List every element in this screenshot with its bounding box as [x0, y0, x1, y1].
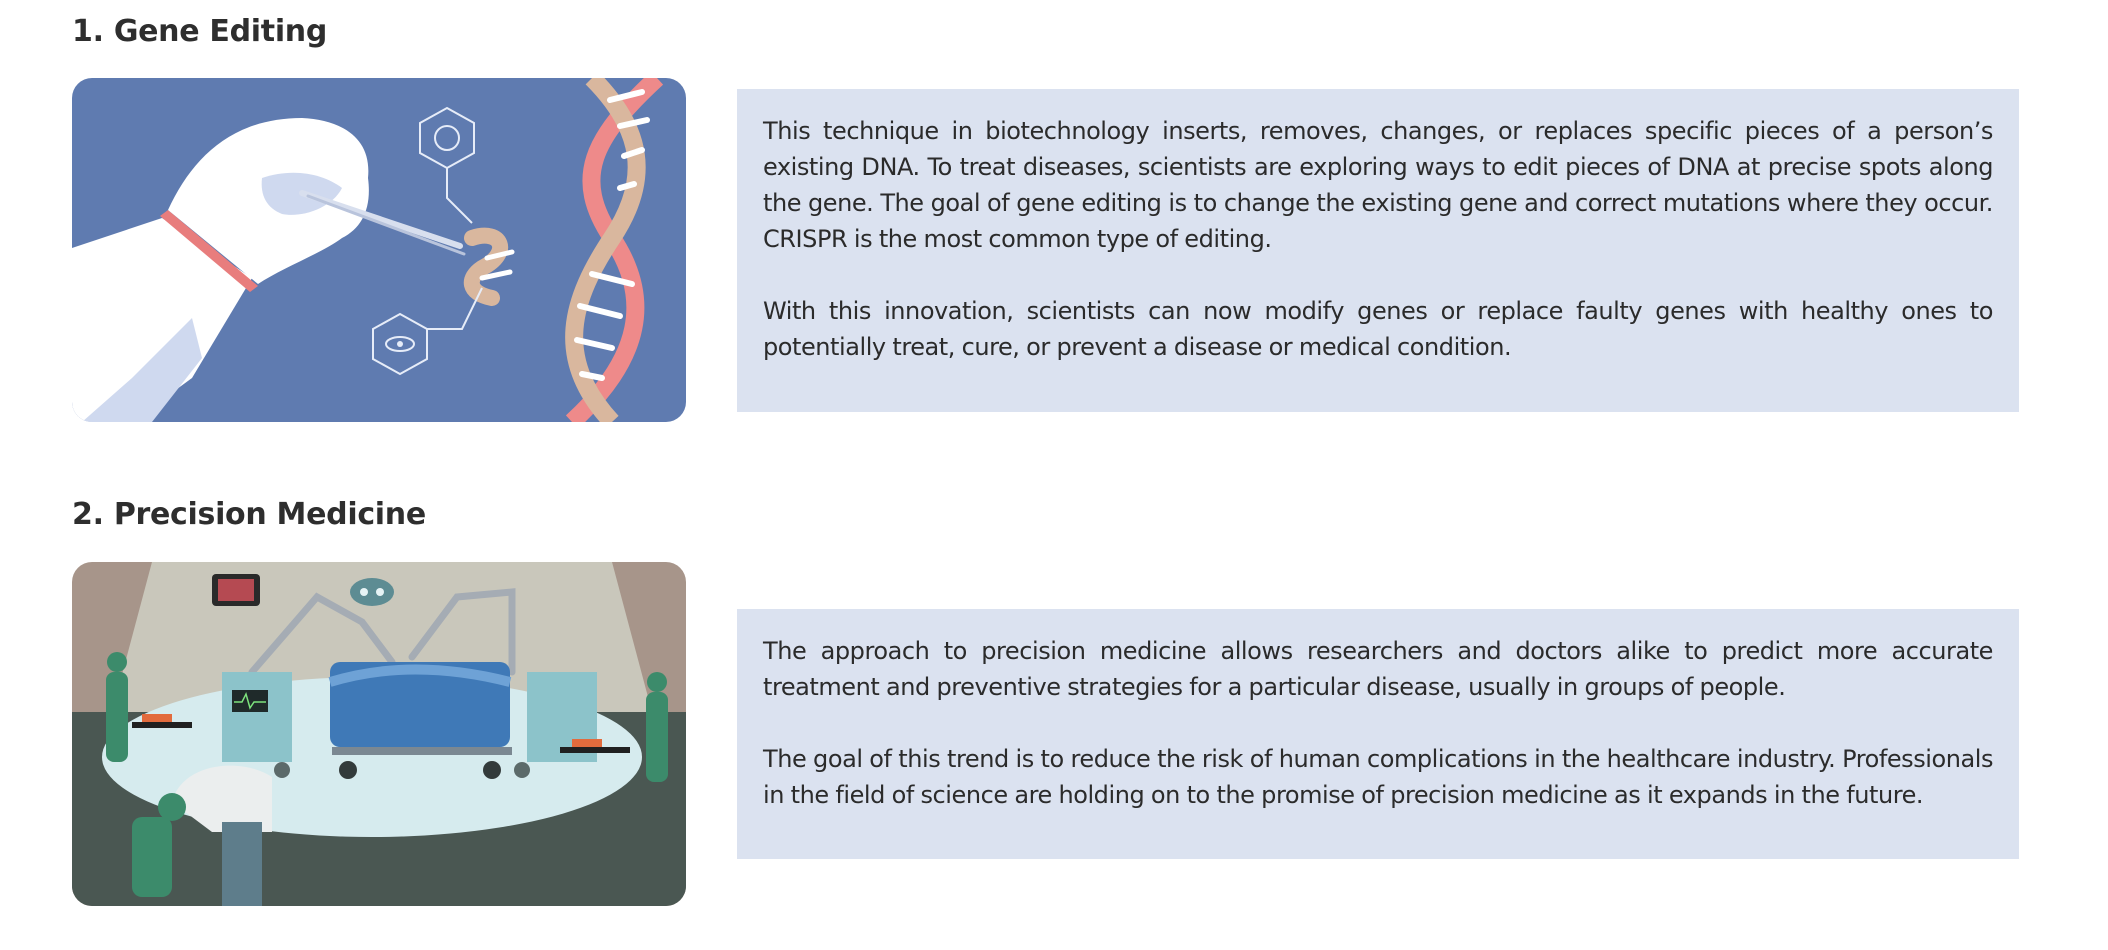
precision-medicine-illustration [72, 562, 686, 906]
gene-editing-description: This technique in biotechnology inserts,… [737, 89, 2019, 412]
section-precision-medicine: 2. Precision Medicine [72, 497, 2032, 906]
precision-medicine-description: The approach to precision medicine allow… [737, 609, 2019, 859]
paragraph: With this innovation, scientists can now… [763, 297, 1993, 361]
section-gene-editing: 1. Gene Editing [72, 14, 2032, 422]
gene-editing-illustration [72, 78, 686, 422]
paragraph: This technique in biotechnology inserts,… [763, 117, 1993, 253]
paragraph: The approach to precision medicine allow… [763, 637, 1993, 701]
section-title: 1. Gene Editing [72, 14, 328, 49]
paragraph: The goal of this trend is to reduce the … [763, 745, 1993, 809]
section-title: 2. Precision Medicine [72, 497, 426, 532]
